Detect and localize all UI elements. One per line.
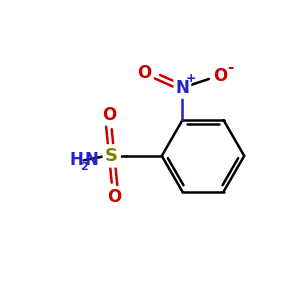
Text: N: N [84, 151, 98, 169]
Text: +: + [185, 72, 196, 85]
Text: H: H [70, 151, 83, 169]
Text: O: O [102, 106, 116, 124]
Text: -: - [227, 60, 233, 75]
Text: S: S [105, 147, 118, 165]
Text: 2: 2 [80, 162, 88, 172]
Text: O: O [138, 64, 152, 82]
Text: N: N [176, 79, 189, 97]
Text: O: O [213, 67, 227, 85]
Text: O: O [107, 188, 122, 206]
